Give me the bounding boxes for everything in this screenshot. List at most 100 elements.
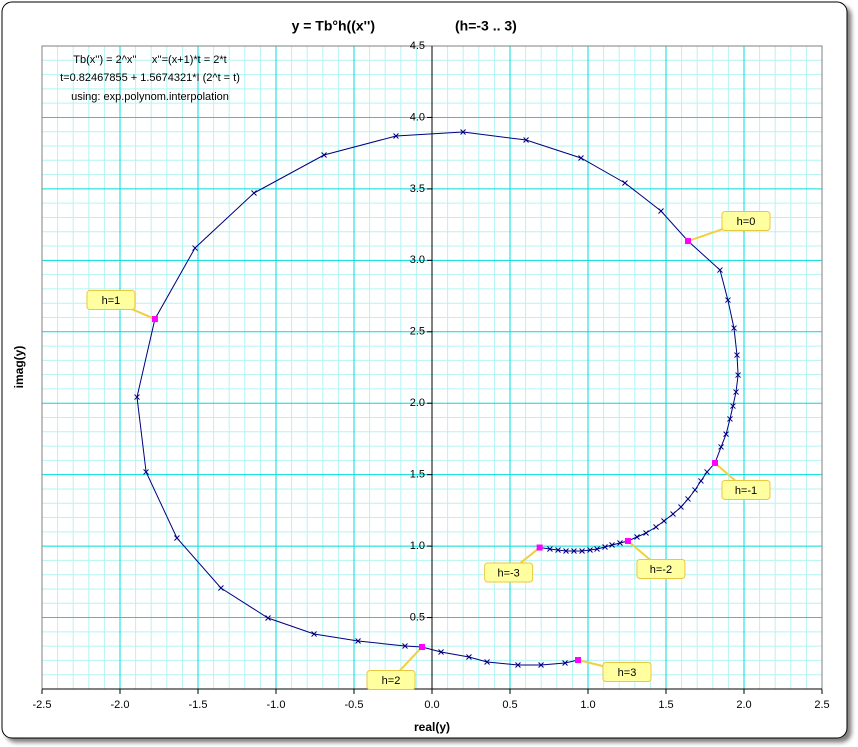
y-tick-label: 1.0 — [410, 540, 425, 552]
marker — [661, 518, 667, 524]
callout-box — [484, 562, 534, 583]
marker — [725, 297, 731, 303]
marker — [355, 638, 361, 644]
marker — [634, 534, 640, 540]
callout-box — [602, 661, 652, 682]
y-tick-label: 0.5 — [410, 611, 425, 623]
marker — [678, 504, 684, 510]
marker — [698, 478, 704, 484]
marker — [609, 542, 615, 548]
y-axis-title: imag(y) — [12, 346, 26, 389]
marker — [134, 394, 140, 400]
marker — [571, 548, 577, 554]
callout-box — [721, 479, 771, 500]
marker — [735, 372, 741, 378]
marker — [587, 547, 593, 553]
marker — [734, 352, 740, 358]
marker — [562, 660, 568, 666]
callout-label: h=1 — [102, 295, 121, 307]
highlight-point — [419, 643, 426, 650]
marker — [723, 431, 729, 437]
marker — [643, 530, 649, 536]
marker — [402, 643, 408, 649]
marker — [523, 137, 529, 143]
highlight-point — [711, 459, 718, 466]
highlight-point — [684, 238, 691, 245]
marker — [730, 403, 736, 409]
x-tick-label: 0.5 — [502, 699, 517, 711]
marker — [265, 615, 271, 621]
x-tick-label: -0.5 — [345, 699, 364, 711]
annotation: using: exp.polynom.interpolation — [71, 91, 229, 103]
x-tick-label: -1.5 — [189, 699, 208, 711]
y-tick-label: 4.5 — [410, 40, 425, 52]
marker — [685, 496, 691, 502]
marker — [717, 267, 723, 273]
marker — [731, 325, 737, 331]
marker — [578, 155, 584, 161]
marker — [218, 585, 224, 591]
marker — [143, 469, 149, 475]
marker — [617, 540, 623, 546]
x-tick-label: 0.0 — [424, 699, 439, 711]
chart-subtitle: (h=-3 .. 3) — [455, 18, 517, 34]
marker — [174, 535, 180, 541]
callout-box — [366, 669, 416, 690]
x-tick-label: -2.0 — [111, 699, 130, 711]
marker — [555, 547, 561, 553]
callout-label: h=-2 — [650, 564, 672, 576]
marker — [670, 511, 676, 517]
marker — [192, 245, 198, 251]
marker — [438, 649, 444, 655]
marker — [251, 190, 257, 196]
x-tick-label: 2.5 — [814, 699, 829, 711]
marker — [579, 548, 585, 554]
y-tick-label: 3.5 — [410, 183, 425, 195]
marker — [393, 133, 399, 139]
annotation: Tb(x'') = 2^x'' x''=(x+1)*t = 2*t — [73, 54, 226, 66]
marker — [733, 389, 739, 395]
marker — [515, 662, 521, 668]
x-tick-label: 1.0 — [580, 699, 595, 711]
marker — [658, 208, 664, 214]
callout-box — [721, 211, 771, 232]
marker — [547, 546, 553, 552]
marker — [321, 152, 327, 158]
y-tick-label: 1.5 — [410, 469, 425, 481]
callout-box — [636, 558, 686, 579]
marker — [538, 662, 544, 668]
marker — [602, 544, 608, 550]
marker — [466, 654, 472, 660]
marker — [653, 524, 659, 530]
marker — [594, 546, 600, 552]
callout-label: h=0 — [737, 216, 756, 228]
marker — [718, 444, 724, 450]
highlight-point — [536, 544, 543, 551]
y-tick-label: 2.5 — [410, 326, 425, 338]
callout-box — [86, 290, 136, 311]
x-tick-label: -1.0 — [267, 699, 286, 711]
callout-label: h=-1 — [735, 485, 757, 497]
marker — [311, 631, 317, 637]
annotation: t=0.82467855 + 1.5674321*I (2^t = t) — [60, 72, 240, 84]
marker — [460, 129, 466, 135]
highlight-point — [575, 656, 582, 663]
curve — [136, 131, 739, 666]
x-tick-label: 1.5 — [658, 699, 673, 711]
marker — [692, 487, 698, 493]
marker — [727, 416, 733, 422]
callout-label: h=-3 — [497, 567, 519, 579]
marker — [704, 469, 710, 475]
highlight-point — [151, 316, 158, 323]
x-tick-label: -2.5 — [33, 699, 52, 711]
marker — [484, 659, 490, 665]
x-axis-title: real(y) — [414, 720, 450, 734]
callout-label: h=3 — [618, 667, 637, 679]
y-tick-label: 2.0 — [410, 397, 425, 409]
y-tick-label: 3.0 — [410, 254, 425, 266]
plot-area — [41, 45, 823, 694]
callout-label: h=2 — [382, 675, 401, 687]
highlight-point — [624, 537, 631, 544]
